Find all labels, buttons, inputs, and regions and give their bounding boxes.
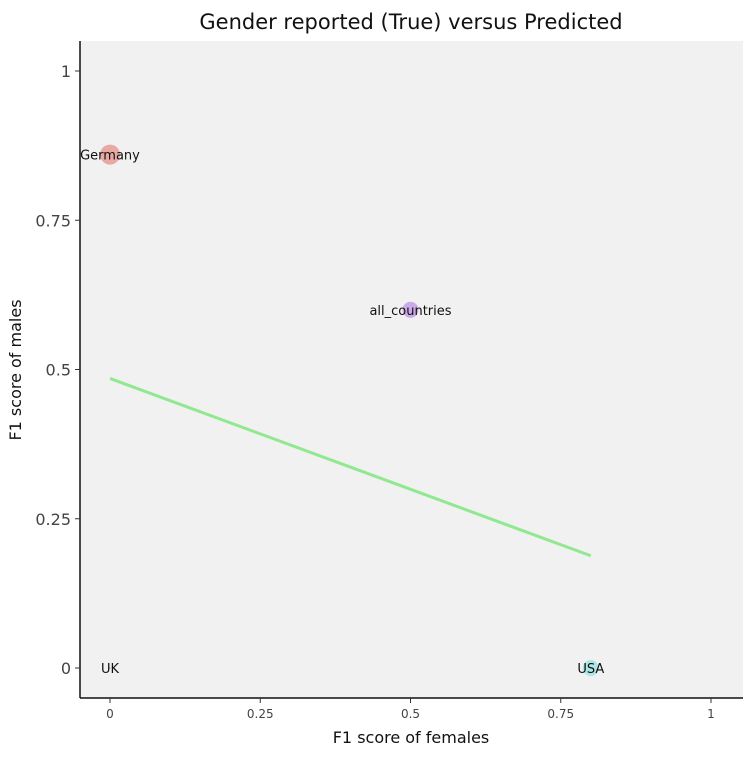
- data-point: [582, 660, 599, 676]
- data-point: [109, 667, 111, 669]
- x-tick-label: 0.75: [547, 707, 574, 721]
- y-tick-label: 0.75: [35, 211, 71, 230]
- trend-line: [109, 377, 592, 558]
- x-tick-label: 0: [106, 707, 114, 721]
- data-point: [402, 301, 419, 318]
- plot-background: [80, 41, 743, 698]
- data-point: [100, 144, 120, 165]
- point-label: USA: [577, 662, 604, 677]
- y-tick-label: 0.5: [46, 361, 71, 380]
- y-tick-label: 1: [61, 62, 71, 81]
- y-tick-label: 0.25: [35, 510, 71, 529]
- point-label: all_countries: [369, 304, 451, 319]
- y-axis-label: F1 score of males: [6, 299, 25, 440]
- x-tick-label: 0.25: [247, 707, 274, 721]
- x-axis-label: F1 score of females: [333, 728, 490, 747]
- x-tick-label: 0.5: [401, 707, 420, 721]
- point-label: Germany: [80, 149, 140, 164]
- y-tick-label: 0: [61, 659, 71, 678]
- chart-title: Gender reported (True) versus Predicted: [199, 10, 622, 34]
- point-label: UK: [101, 662, 120, 677]
- x-tick-label: 1: [707, 707, 715, 721]
